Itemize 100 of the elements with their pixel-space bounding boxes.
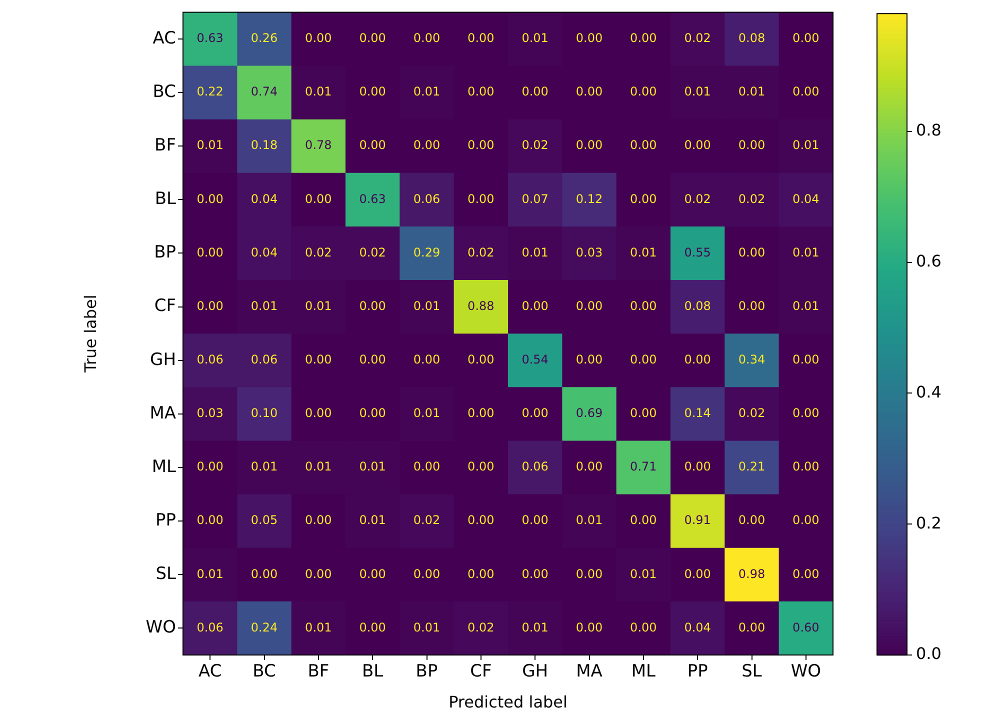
y-tick-label: GH bbox=[150, 350, 176, 370]
data-label: 0.03 bbox=[576, 245, 603, 260]
data-label: 0.00 bbox=[305, 31, 332, 46]
data-label: 0.10 bbox=[250, 406, 278, 420]
data-label: 0.00 bbox=[792, 513, 820, 528]
data-label: 0.01 bbox=[305, 620, 332, 634]
data-label: 0.05 bbox=[250, 513, 278, 528]
y-tick-label: AC bbox=[152, 28, 176, 48]
data-label: 0.01 bbox=[576, 513, 603, 528]
data-label: 0.04 bbox=[250, 245, 278, 260]
data-label: 0.00 bbox=[684, 566, 711, 581]
color-bar-label: 0.0 bbox=[916, 644, 942, 664]
data-label: 0.26 bbox=[250, 31, 278, 46]
data-label: 0.00 bbox=[792, 31, 820, 46]
data-label: 0.00 bbox=[413, 138, 440, 152]
data-label: 0.00 bbox=[413, 31, 440, 46]
data-label: 0.01 bbox=[630, 566, 657, 581]
data-label: 0.00 bbox=[359, 620, 386, 634]
data-label: 0.00 bbox=[630, 84, 657, 99]
data-label: 0.02 bbox=[738, 406, 766, 420]
data-label: 0.00 bbox=[576, 31, 603, 46]
y-tick-label: WO bbox=[146, 618, 176, 638]
data-label: 0.02 bbox=[522, 138, 548, 152]
data-label: 0.00 bbox=[196, 245, 224, 260]
data-label: 0.00 bbox=[522, 406, 548, 420]
data-label: 0.01 bbox=[630, 245, 657, 260]
data-label: 0.00 bbox=[305, 192, 332, 206]
data-label: 0.60 bbox=[792, 620, 820, 634]
data-label: 0.00 bbox=[630, 620, 657, 634]
data-label: 0.00 bbox=[359, 352, 386, 367]
data-label: 0.00 bbox=[413, 460, 440, 474]
data-label: 0.01 bbox=[305, 460, 332, 474]
y-tick-label: BC bbox=[152, 82, 176, 102]
data-label: 0.69 bbox=[576, 406, 603, 420]
data-label: 0.00 bbox=[359, 138, 386, 152]
data-label: 0.34 bbox=[738, 352, 766, 367]
data-label: 0.00 bbox=[738, 513, 766, 528]
data-label: 0.00 bbox=[305, 352, 332, 367]
y-tick-label: SL bbox=[156, 564, 177, 584]
data-label: 0.02 bbox=[359, 245, 386, 260]
data-label: 0.00 bbox=[359, 406, 386, 420]
data-label: 0.00 bbox=[630, 192, 657, 206]
data-label: 0.00 bbox=[792, 84, 820, 99]
data-label: 0.00 bbox=[522, 513, 548, 528]
data-label: 0.00 bbox=[684, 138, 711, 152]
data-label: 0.00 bbox=[576, 566, 603, 581]
y-tick-label: PP bbox=[155, 510, 176, 531]
data-label: 0.00 bbox=[630, 31, 657, 46]
x-tick-label: CF bbox=[470, 662, 492, 682]
data-label: 0.00 bbox=[468, 566, 494, 581]
data-label: 0.00 bbox=[630, 352, 657, 367]
data-label: 0.00 bbox=[630, 138, 657, 152]
data-label: 0.06 bbox=[196, 352, 224, 367]
y-tick-label: BP bbox=[154, 242, 176, 263]
data-label: 0.00 bbox=[576, 138, 603, 152]
x-tick-label: BF bbox=[308, 662, 330, 682]
data-label: 0.01 bbox=[305, 298, 332, 313]
data-label: 0.00 bbox=[630, 298, 657, 313]
data-label: 0.00 bbox=[792, 352, 820, 367]
data-label: 0.00 bbox=[792, 566, 820, 581]
data-label: 0.06 bbox=[413, 192, 440, 206]
data-label: 0.00 bbox=[413, 566, 440, 581]
data-label: 0.08 bbox=[684, 298, 711, 313]
data-label: 0.01 bbox=[250, 298, 278, 313]
data-label: 0.01 bbox=[413, 620, 440, 634]
color-bar-label: 0.2 bbox=[916, 513, 942, 532]
color-bar-label: 0.4 bbox=[916, 382, 942, 402]
y-tick-label: BF bbox=[154, 136, 176, 156]
x-tick-label: ML bbox=[631, 662, 656, 682]
data-label: 0.01 bbox=[792, 298, 820, 313]
data-label: 0.01 bbox=[359, 460, 386, 474]
x-tick-label: BP bbox=[416, 662, 438, 682]
data-label: 0.01 bbox=[359, 513, 386, 528]
y-axis-title: True label bbox=[80, 294, 100, 374]
data-label: 0.71 bbox=[630, 460, 657, 474]
data-label: 0.98 bbox=[738, 566, 766, 581]
data-label: 0.00 bbox=[359, 31, 386, 46]
data-label: 0.02 bbox=[413, 513, 440, 528]
data-label: 0.00 bbox=[196, 298, 224, 313]
y-tick-label: ML bbox=[152, 456, 177, 477]
data-label: 0.02 bbox=[468, 245, 494, 260]
data-label: 0.14 bbox=[684, 406, 711, 420]
data-label: 0.01 bbox=[413, 406, 440, 420]
data-label: 0.54 bbox=[522, 352, 548, 367]
data-label: 0.08 bbox=[738, 31, 766, 46]
data-label: 0.01 bbox=[684, 84, 711, 99]
data-label: 0.02 bbox=[684, 192, 711, 206]
y-tick-label: BL bbox=[154, 189, 177, 210]
data-label: 0.00 bbox=[576, 460, 603, 474]
data-label: 0.00 bbox=[522, 298, 548, 313]
data-label: 0.00 bbox=[738, 245, 766, 260]
x-tick-label: SL bbox=[742, 662, 762, 682]
data-label: 0.24 bbox=[250, 620, 278, 634]
x-axis-title: Predicted label bbox=[448, 692, 568, 712]
data-label: 0.29 bbox=[413, 245, 440, 260]
data-label: 0.00 bbox=[468, 84, 494, 99]
data-label: 0.00 bbox=[468, 352, 494, 367]
data-label: 0.00 bbox=[305, 513, 332, 528]
data-label: 0.00 bbox=[738, 138, 766, 152]
data-label: 0.01 bbox=[413, 84, 440, 99]
